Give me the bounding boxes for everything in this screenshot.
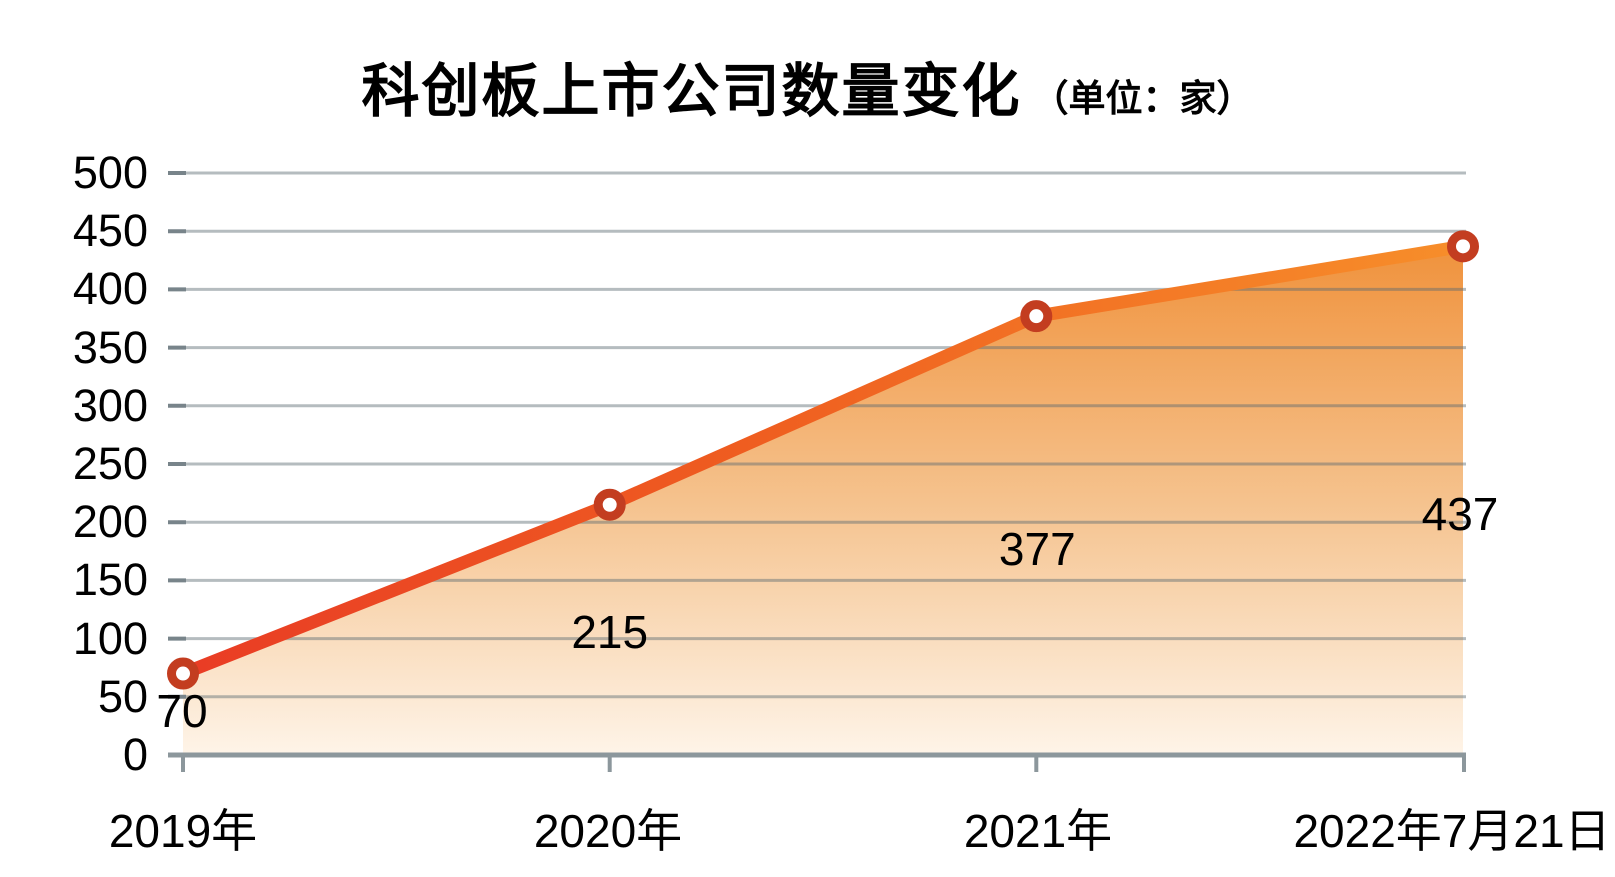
y-axis-tick-label: 100 — [72, 612, 148, 664]
y-axis-tick-label: 500 — [72, 147, 148, 198]
data-point-marker — [1020, 300, 1053, 333]
chart-title: 科创板上市公司数量变化 （单位：家） — [0, 44, 1615, 128]
trend-line — [176, 239, 1470, 681]
y-axis-tick-label: 400 — [72, 263, 148, 315]
data-point-marker — [1447, 230, 1479, 263]
data-point-marker — [167, 657, 199, 690]
data-point-label: 70 — [156, 684, 208, 737]
x-axis-category-label: 2022年7月21日 — [1293, 805, 1611, 857]
data-point-label: 215 — [571, 605, 649, 658]
y-axis-tick-label: 150 — [72, 554, 148, 606]
y-axis-tick-label: 0 — [122, 729, 148, 780]
x-axis-category-label: 2021年 — [963, 805, 1113, 857]
y-axis-tick-label: 200 — [72, 496, 148, 548]
chart-unit-label: （单位：家） — [1031, 78, 1254, 119]
y-axis-tick-label: 300 — [72, 379, 148, 431]
y-axis-tick-label: 450 — [72, 205, 148, 257]
y-axis-tick-label: 50 — [97, 670, 148, 722]
data-point-label: 377 — [998, 523, 1076, 576]
x-axis-category-label: 2020年 — [533, 805, 683, 857]
data-point-marker — [593, 488, 626, 521]
x-axis-category-label: 2019年 — [108, 805, 258, 857]
area-fill — [183, 246, 1463, 755]
chart-title-text: 科创板上市公司数量变化 — [361, 59, 1022, 124]
y-axis-tick-label: 250 — [72, 438, 148, 489]
data-point-label: 437 — [1421, 488, 1499, 541]
y-axis-tick-label: 350 — [72, 321, 148, 373]
